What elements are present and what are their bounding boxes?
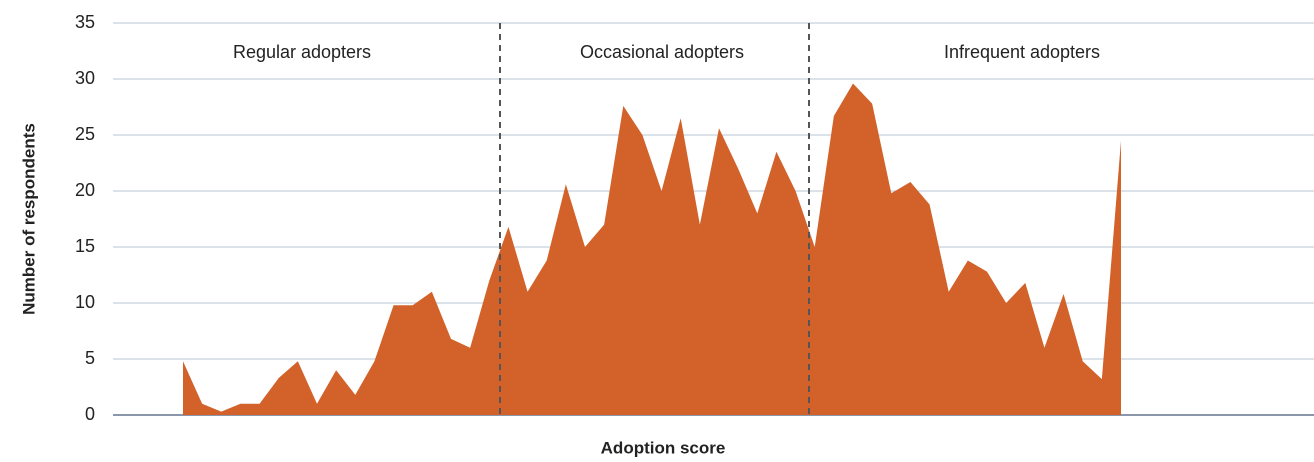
plot-area: 0 5 10 15 20 25 30 35 [75,12,1314,424]
region-label: Infrequent adopters [944,42,1100,62]
y-tick-label: 30 [75,68,95,88]
y-tick-label: 5 [85,348,95,368]
y-tick-label: 15 [75,236,95,256]
y-tick-label: 35 [75,12,95,32]
region-label: Occasional adopters [580,42,744,62]
x-axis-title: Adoption score [601,438,726,457]
area [183,83,1121,415]
region-label: Regular adopters [233,42,371,62]
y-tick-label: 0 [85,404,95,424]
y-tick-label: 20 [75,180,95,200]
y-axis-title: Number of respondents [19,123,38,315]
y-tick-label: 10 [75,292,95,312]
y-tick-label: 25 [75,124,95,144]
